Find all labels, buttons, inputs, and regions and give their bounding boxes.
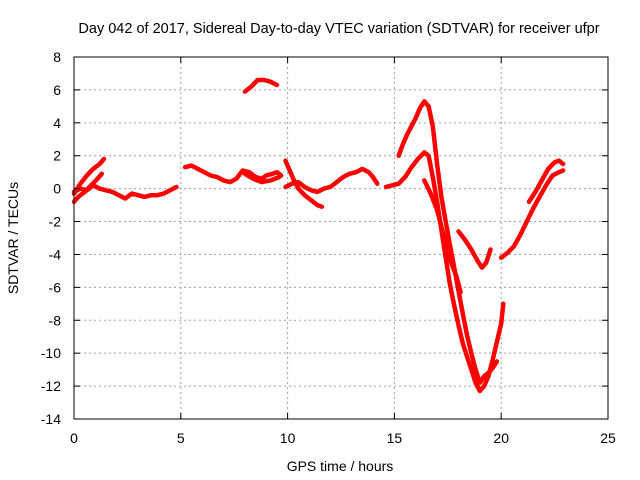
series-11-track <box>422 178 463 295</box>
series-14-track <box>526 158 566 205</box>
plot-frame <box>73 56 609 420</box>
y-tick-label: -12 <box>41 378 61 394</box>
x-tick-label: 20 <box>493 430 509 446</box>
series-3-track <box>71 183 179 201</box>
y-tick-label: -4 <box>49 246 62 262</box>
x-tick-label: 10 <box>280 430 296 446</box>
y-tick-label: -6 <box>49 279 62 295</box>
chart-title: Day 042 of 2017, Sidereal Day-to-day VTE… <box>78 21 599 37</box>
series-4-track <box>182 163 284 185</box>
y-tick-label: 4 <box>53 115 61 131</box>
y-tick-label: -14 <box>41 411 61 427</box>
axis-ticks: 0 5 10 15 20 25 -14 -12 -10 -8 -6 -4 -2 0 2 4 6 8 <box>41 49 616 446</box>
y-tick-label: 2 <box>53 148 61 164</box>
y-tick-label: -10 <box>41 345 61 361</box>
grid-lines <box>74 57 608 419</box>
series-5-track <box>242 171 282 185</box>
y-tick-label: -2 <box>49 214 62 230</box>
x-axis-label: GPS time / hours <box>287 458 394 474</box>
series-8-track <box>283 166 380 195</box>
data-series <box>71 77 566 394</box>
series-9-track <box>383 150 506 394</box>
x-tick-label: 0 <box>70 430 78 446</box>
y-tick-label: 0 <box>53 181 61 197</box>
x-tick-label: 5 <box>177 430 185 446</box>
series-13-track <box>498 168 566 260</box>
x-tick-label: 25 <box>600 430 616 446</box>
series-1-track <box>71 156 107 196</box>
y-tick-label: -8 <box>49 312 62 328</box>
series-6-track <box>242 77 280 94</box>
y-axis-label: SDTVAR / TECUs <box>5 182 21 294</box>
y-tick-label: 6 <box>53 82 61 98</box>
series-10-track <box>396 99 500 386</box>
y-tick-label: 8 <box>53 49 61 65</box>
x-tick-label: 15 <box>387 430 403 446</box>
series-12-track <box>456 229 493 270</box>
series-7-track <box>283 158 325 209</box>
